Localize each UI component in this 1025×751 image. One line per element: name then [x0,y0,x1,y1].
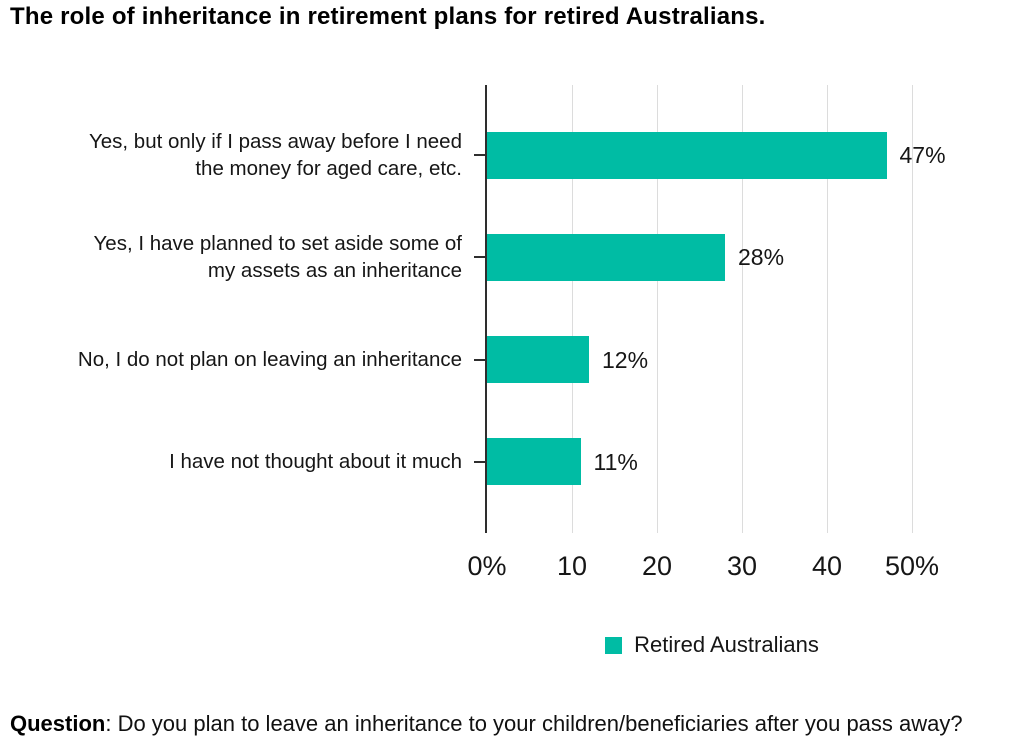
question-text: Question: Do you plan to leave an inheri… [10,711,963,737]
bar-value-label: 47% [899,142,946,168]
legend-label: Retired Australians [634,632,819,657]
bar [487,336,589,384]
category-label: No, I do not plan on leaving an inherita… [77,348,462,372]
y-axis-tick [474,154,485,156]
y-axis-tick [474,460,485,463]
x-axis-tick-label: 50% [884,551,940,581]
legend-swatch [605,636,623,654]
bar-value-label: 28% [738,244,785,271]
legend: Retired Australians [497,632,927,658]
gridline [571,85,573,533]
y-axis-tick [474,358,485,361]
gridline [656,85,658,533]
bar-value-label: 11% [593,448,638,475]
y-axis-line [485,85,487,533]
bar [487,233,725,281]
x-axis-tick-label: 20 [641,551,673,581]
x-axis-tick-label: 30 [726,551,758,581]
bar-value-label: 12% [602,346,649,373]
x-axis-tick-label: 0% [467,551,507,581]
bar [487,438,581,486]
y-axis-tick [474,256,485,259]
x-axis-tick-label: 10 [556,551,588,581]
x-axis-tick-label: 40 [811,551,843,581]
category-label: Yes, I have planned to set aside some of… [93,232,463,283]
gridline [911,85,913,533]
bar [487,131,887,179]
category-label: I have not thought about it much [169,450,462,474]
question-label: Question [10,711,106,736]
gridline [826,85,828,533]
category-label: Yes, but only if I pass away before I ne… [88,130,462,180]
question-body: : Do you plan to leave an inheritance to… [105,711,963,736]
chart-title: The role of inheritance in retirement pl… [10,3,766,30]
gridline [741,85,743,533]
